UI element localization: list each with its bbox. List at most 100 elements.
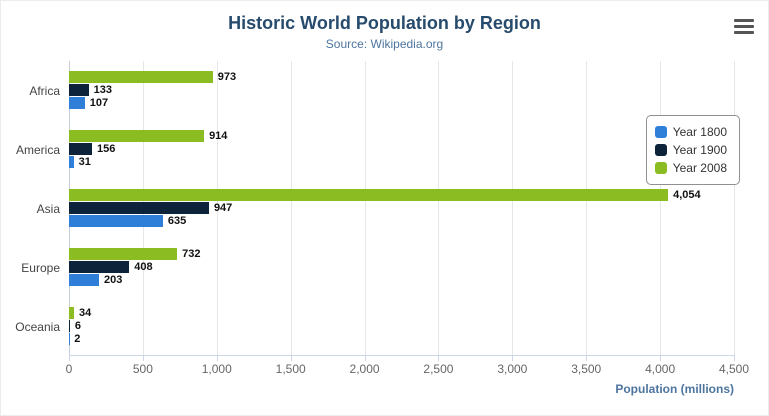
x-tick-label: 500 [132, 362, 153, 376]
data-label: 914 [209, 130, 228, 143]
bar-group-oceania: 34 6 2 [69, 296, 734, 355]
gridline [660, 61, 662, 355]
bar-row: 4,054 [69, 188, 734, 201]
bar-year-2008-asia[interactable] [69, 188, 669, 201]
gridline [290, 61, 292, 355]
tick-mark [216, 355, 218, 361]
data-label: 31 [78, 156, 91, 169]
tick-mark [290, 355, 292, 361]
bar-year-1800-asia[interactable] [69, 214, 163, 227]
data-label: 2 [74, 332, 81, 345]
x-tick-label: 1,000 [201, 362, 232, 376]
tick-mark [69, 355, 70, 361]
x-tick-label: 4,000 [645, 362, 676, 376]
x-tick-label: 0 [65, 362, 73, 376]
chart-body: Africa America Asia Europe Oceania 973 133 107… [1, 61, 768, 361]
x-axis-title: Population (millions) [615, 382, 734, 396]
bar-group-africa: 973 133 107 [69, 61, 734, 120]
data-label: 34 [79, 306, 92, 319]
bar-row: 156 [69, 143, 734, 156]
bar-year-1900-oceania[interactable] [69, 319, 70, 332]
category-label-america: America [15, 142, 60, 157]
bar-row: 973 [69, 71, 734, 84]
data-label: 203 [103, 273, 123, 286]
y-axis-labels: Africa America Asia Europe Oceania [1, 61, 69, 356]
x-tick-label: 2,500 [423, 362, 454, 376]
data-label: 635 [167, 214, 187, 227]
data-label: 6 [74, 319, 81, 332]
legend-swatch [654, 144, 667, 156]
data-label: 947 [213, 201, 233, 214]
bar-row: 2 [69, 332, 734, 345]
x-tick-label: 2,000 [349, 362, 380, 376]
bar-row: 6 [69, 319, 734, 332]
x-tick-label: 4,500 [718, 362, 750, 376]
tick-mark [734, 355, 735, 361]
legend-label: Year 2008 [672, 161, 727, 175]
hamburger-line [734, 31, 754, 34]
bar-row: 635 [69, 214, 734, 227]
data-label: 4,054 [673, 188, 701, 201]
category-label-africa: Africa [29, 83, 60, 98]
bar-row: 408 [69, 260, 734, 273]
bar-group-america: 914 156 31 [69, 120, 734, 179]
legend-label: Year 1900 [672, 143, 727, 157]
chart-subtitle: Source: Wikipedia.org [325, 37, 444, 51]
bar-groups: 973 133 107 914 156 31 4,054 947 635 732 408 203 34 6… [69, 61, 734, 355]
chart-title: Historic World Population by Region [228, 13, 541, 33]
bar-row: 107 [69, 97, 734, 110]
tick-mark [586, 355, 588, 361]
tick-mark [438, 355, 440, 361]
hamburger-line [734, 25, 754, 28]
bar-year-1900-africa[interactable] [69, 84, 89, 97]
hamburger-line [734, 19, 754, 22]
data-label: 973 [217, 71, 237, 84]
legend-swatch [654, 126, 667, 138]
data-label: 732 [182, 247, 201, 260]
legend-item-year-2008[interactable]: Year 2008 [654, 159, 727, 177]
bar-year-1900-asia[interactable] [69, 201, 209, 214]
category-label-oceania: Oceania [15, 319, 60, 334]
data-label: 107 [89, 97, 109, 110]
bar-year-1900-america[interactable] [69, 143, 93, 156]
tick-mark [512, 355, 514, 361]
bar-year-1800-europe[interactable] [69, 273, 99, 286]
gridline [216, 61, 218, 355]
bar-year-1800-africa[interactable] [69, 97, 85, 110]
x-tick-label: 3,500 [571, 362, 602, 376]
bar-row: 34 [69, 306, 734, 319]
legend-item-year-1900[interactable]: Year 1900 [654, 141, 727, 159]
category-label-asia: Asia [36, 201, 60, 216]
tick-mark [364, 355, 366, 361]
bar-year-2008-oceania[interactable] [69, 306, 75, 319]
bar-row: 947 [69, 201, 734, 214]
plot-area: 973 133 107 914 156 31 4,054 947 635 732 408 203 34 6… [69, 61, 740, 361]
legend-item-year-1800[interactable]: Year 1800 [654, 123, 727, 141]
tick-mark [660, 355, 662, 361]
legend-swatch [654, 162, 667, 174]
x-tick-label: 1,500 [275, 362, 306, 376]
bar-row: 914 [69, 130, 734, 143]
data-label: 133 [93, 84, 112, 97]
data-label: 156 [97, 143, 116, 156]
bar-row: 203 [69, 273, 734, 286]
hamburger-menu-icon[interactable] [734, 16, 754, 37]
bar-group-asia: 4,054 947 635 [69, 179, 734, 238]
bar-year-2008-america[interactable] [69, 130, 205, 143]
bar-year-2008-europe[interactable] [69, 247, 178, 260]
x-axis-labels: 0 500 1,000 1,500 2,000 2,500 3,000 3,500 4,000 4… [65, 362, 749, 376]
gridline [734, 61, 735, 355]
category-label-europe: Europe [21, 260, 60, 275]
gridline [438, 61, 440, 355]
legend: Year 1800 Year 1900 Year 2008 [645, 115, 740, 185]
bar-row: 133 [69, 84, 734, 97]
tick-mark [142, 355, 144, 361]
bar-year-1900-europe[interactable] [69, 260, 130, 273]
data-label: 408 [134, 260, 153, 273]
bar-year-1800-america[interactable] [69, 156, 74, 169]
bar-year-2008-africa[interactable] [69, 71, 213, 84]
bar-row: 31 [69, 156, 734, 169]
bar-group-europe: 732 408 203 [69, 237, 734, 296]
gridline [512, 61, 514, 355]
